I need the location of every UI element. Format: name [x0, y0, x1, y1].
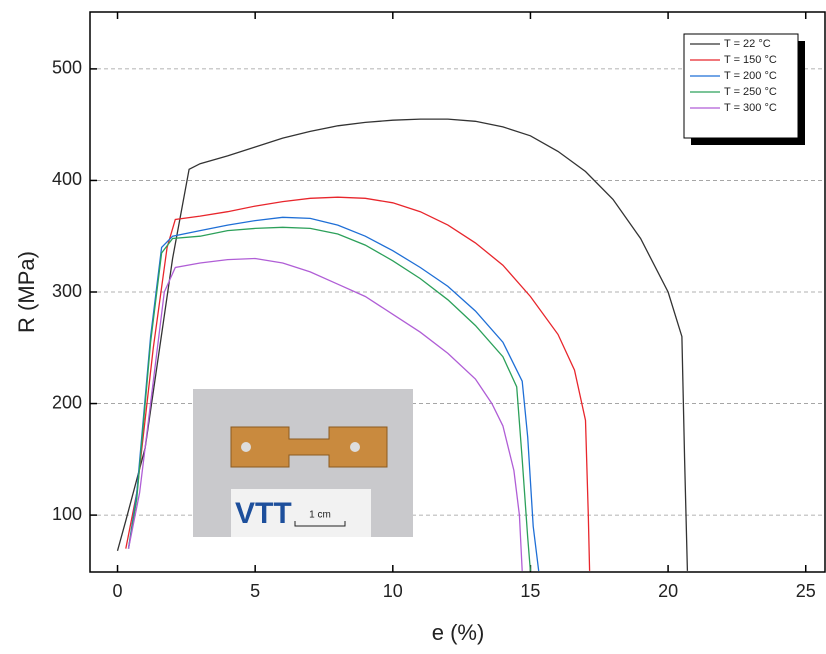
x-tick-label: 15: [520, 581, 540, 601]
line-series: [116, 118, 689, 571]
legend-label: T = 150 °C: [724, 54, 777, 66]
hole: [350, 442, 360, 452]
legend-label: T = 300 °C: [724, 102, 777, 114]
y-tick-label: 200: [52, 392, 82, 412]
line-series: [125, 196, 591, 571]
scale-bar: [294, 521, 346, 527]
line-series: [127, 216, 540, 571]
y-tick-label: 300: [52, 281, 82, 301]
legend-label: T = 22 °C: [724, 38, 771, 50]
legend-label: T = 250 °C: [724, 86, 777, 98]
x-tick-label: 10: [383, 581, 403, 601]
annotation: 1 cm: [309, 510, 331, 521]
hole: [241, 442, 251, 452]
specimen: [230, 426, 388, 468]
y-tick-label: 400: [52, 169, 82, 189]
x-tick-label: 0: [113, 581, 123, 601]
y-axis-label: R (MPa): [14, 251, 39, 333]
plot-frame: [89, 11, 826, 573]
y-tick-label: 500: [52, 58, 82, 78]
line-series: [127, 226, 532, 571]
x-tick-label: 5: [250, 581, 260, 601]
legend-label: T = 200 °C: [724, 70, 777, 82]
y-tick-label: 100: [52, 504, 82, 524]
legend-box: [683, 33, 799, 139]
line-series: [127, 257, 523, 571]
label-card: [231, 489, 371, 537]
annotation: VTT: [235, 497, 292, 530]
x-axis-label: e (%): [432, 620, 485, 645]
x-tick-label: 20: [658, 581, 678, 601]
x-tick-label: 25: [796, 581, 816, 601]
